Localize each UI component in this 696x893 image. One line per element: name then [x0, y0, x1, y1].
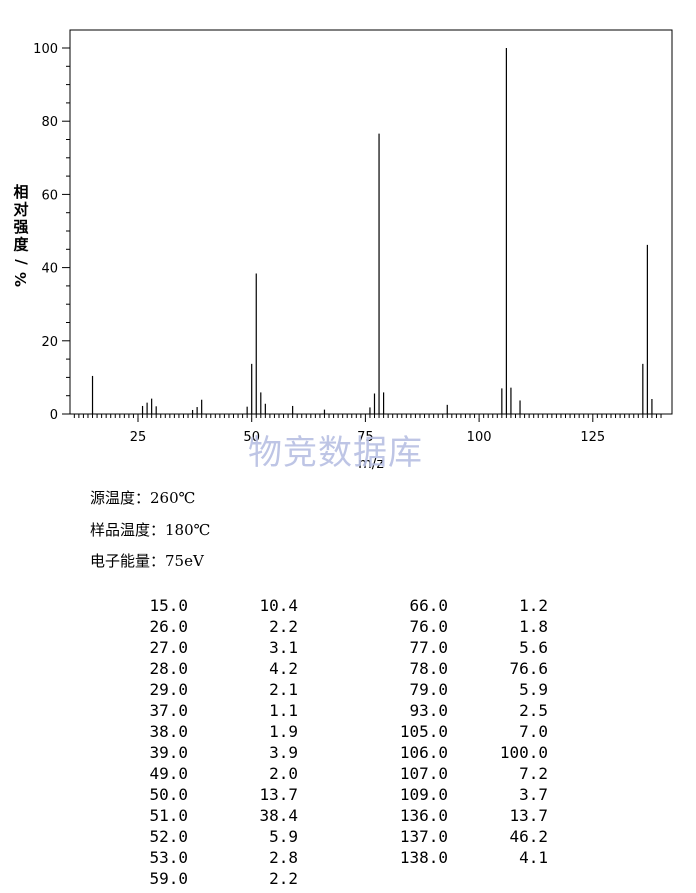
intensity-value: 2.2 — [269, 869, 298, 888]
mz-value: 15.0 — [149, 596, 188, 615]
intensity-value: 7.0 — [519, 722, 548, 741]
intensity-value: 2.8 — [269, 848, 298, 867]
mz-value: 49.0 — [149, 764, 188, 783]
intensity-value: 2.1 — [269, 680, 298, 699]
y-tick-label: 0 — [50, 408, 58, 423]
intensity-value: 4.1 — [519, 848, 548, 867]
x-tick-label: 75 — [357, 430, 374, 445]
x-tick-label: 50 — [243, 430, 260, 445]
y-axis-label-char: 强 — [13, 218, 28, 236]
watermark: 物竞数据库 — [248, 433, 423, 473]
intensity-value: 76.6 — [509, 659, 548, 678]
y-tick-label: 80 — [41, 115, 58, 130]
mz-value: 109.0 — [399, 785, 448, 804]
mz-value: 93.0 — [409, 701, 448, 720]
mz-value: 52.0 — [149, 827, 188, 846]
intensity-value: 10.4 — [259, 596, 298, 615]
mz-value: 66.0 — [409, 596, 448, 615]
y-tick-label: 60 — [41, 188, 58, 203]
intensity-value: 13.7 — [509, 806, 548, 825]
x-tick-label: 100 — [467, 430, 492, 445]
intensity-value: 3.1 — [269, 638, 298, 657]
intensity-value: 2.5 — [519, 701, 548, 720]
mz-value: 51.0 — [149, 806, 188, 825]
intensity-value: 3.9 — [269, 743, 298, 762]
mz-value: 26.0 — [149, 617, 188, 636]
intensity-value: 38.4 — [259, 806, 298, 825]
mz-value: 138.0 — [399, 848, 448, 867]
y-axis-label-char: % — [12, 272, 30, 287]
mz-value: 79.0 — [409, 680, 448, 699]
mz-value: 29.0 — [149, 680, 188, 699]
intensity-value: 2.2 — [269, 617, 298, 636]
mz-value: 53.0 — [149, 848, 188, 867]
mz-value: 27.0 — [149, 638, 188, 657]
y-tick-labels: 0 20 40 60 80 100 — [33, 42, 58, 423]
y-axis-label-char: / — [12, 259, 30, 265]
mz-value: 105.0 — [399, 722, 448, 741]
x-tick-label: 25 — [130, 430, 147, 445]
intensity-value: 5.9 — [269, 827, 298, 846]
intensity-value: 1.9 — [269, 722, 298, 741]
intensity-value: 13.7 — [259, 785, 298, 804]
intensity-value: 3.7 — [519, 785, 548, 804]
mz-value: 137.0 — [399, 827, 448, 846]
y-tick-label: 20 — [41, 335, 58, 350]
axis-ticks — [62, 47, 662, 422]
mz-value: 50.0 — [149, 785, 188, 804]
intensity-value: 1.1 — [269, 701, 298, 720]
mz-value: 38.0 — [149, 722, 188, 741]
intensity-value: 1.2 — [519, 596, 548, 615]
electron-energy: 电子能量：75eV — [90, 552, 204, 570]
plot-frame — [69, 29, 673, 415]
mz-value: 78.0 — [409, 659, 448, 678]
y-tick-label: 40 — [41, 262, 58, 277]
mz-value: 107.0 — [399, 764, 448, 783]
y-axis-label-char: 度 — [13, 236, 29, 254]
y-axis-label-char: 对 — [13, 201, 28, 219]
intensity-value: 100.0 — [499, 743, 548, 762]
mz-value: 136.0 — [399, 806, 448, 825]
y-tick-label: 100 — [33, 42, 58, 57]
mz-value: 76.0 — [409, 617, 448, 636]
y-axis-label-char: 相 — [13, 183, 28, 201]
mz-value: 39.0 — [149, 743, 188, 762]
mz-value: 77.0 — [409, 638, 448, 657]
intensity-value: 5.6 — [519, 638, 548, 657]
intensity-value: 5.9 — [519, 680, 548, 699]
x-tick-labels: 25 50 75 100 125 — [130, 430, 605, 445]
x-tick-label: 125 — [580, 430, 605, 445]
intensity-value: 2.0 — [269, 764, 298, 783]
x-axis-label: m/z — [358, 456, 384, 472]
mz-value: 59.0 — [149, 869, 188, 888]
intensity-value: 1.8 — [519, 617, 548, 636]
sample-temperature: 样品温度：180℃ — [90, 521, 211, 539]
source-temperature: 源温度：260℃ — [90, 489, 196, 507]
mz-value: 106.0 — [399, 743, 448, 762]
peaks — [91, 48, 653, 414]
intensity-value: 46.2 — [509, 827, 548, 846]
intensity-value: 7.2 — [519, 764, 548, 783]
mz-value: 37.0 — [149, 701, 188, 720]
intensity-value: 4.2 — [269, 659, 298, 678]
mz-value: 28.0 — [149, 659, 188, 678]
